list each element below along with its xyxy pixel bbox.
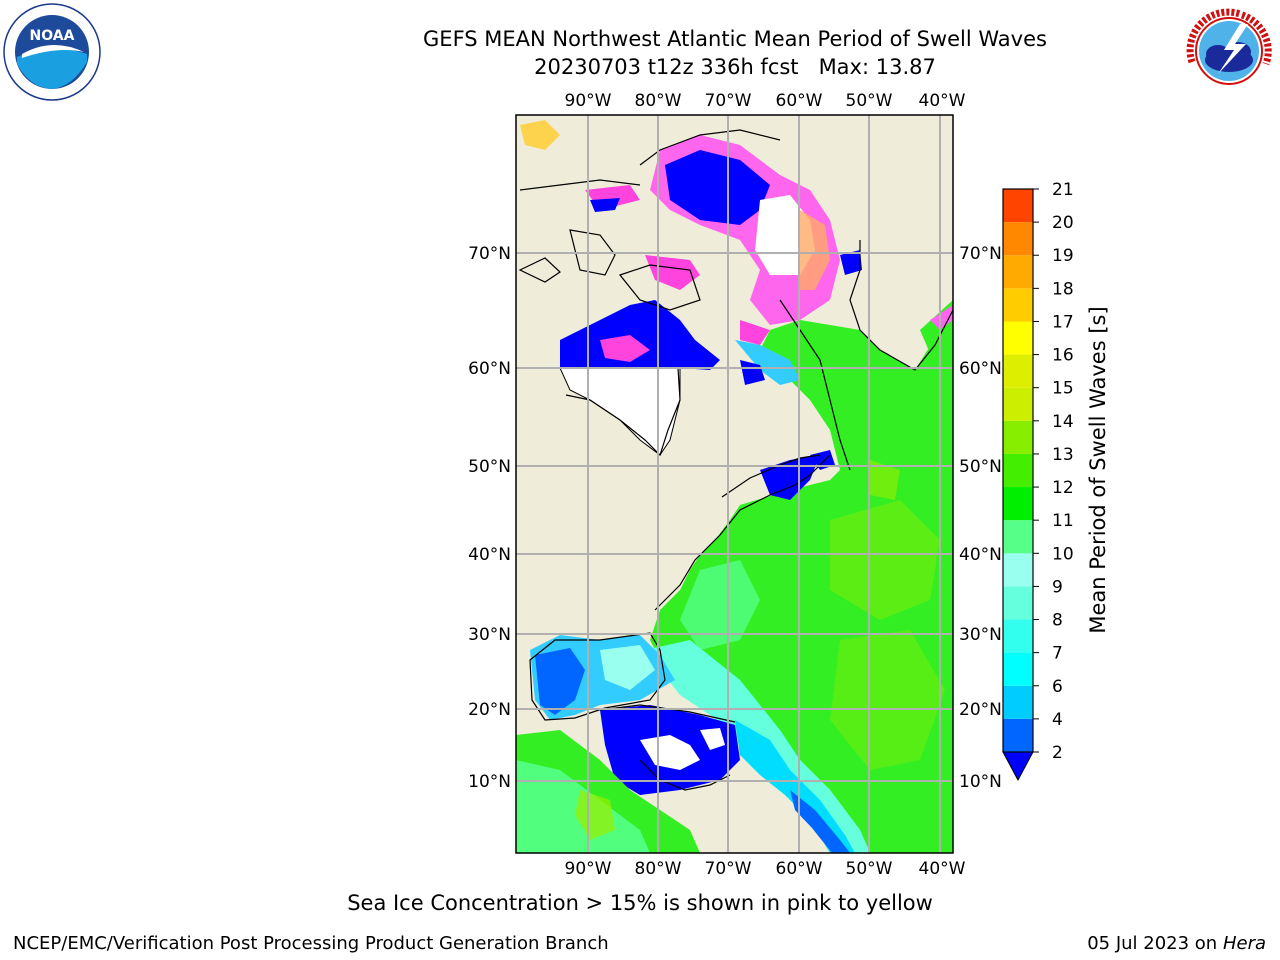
lon-label: 50°W [846, 91, 893, 111]
lat-label: 30°N [959, 625, 1002, 645]
map-frame [515, 114, 954, 854]
colorbar-segment [1003, 288, 1033, 322]
colorbar-tick-label: 18 [1052, 279, 1074, 299]
lat-label: 10°N [468, 772, 511, 792]
colorbar-tick-label: 9 [1052, 577, 1063, 597]
colorbar-tick-label: 6 [1052, 677, 1063, 697]
sea-ice-note-text: Sea Ice Concentration > 15% is shown in … [347, 891, 933, 915]
lat-label: 40°N [959, 545, 1002, 565]
lat-label: 70°N [959, 244, 1002, 264]
colorbar-tick-label: 15 [1052, 379, 1074, 399]
chart-title: GEFS MEAN Northwest Atlantic Mean Period… [423, 27, 1047, 51]
lat-label: 10°N [959, 772, 1002, 792]
colorbar-tick-label: 10 [1052, 544, 1074, 564]
colorbar-segment [1003, 387, 1033, 421]
swell-period-field [516, 120, 953, 853]
lon-label: 50°W [846, 859, 893, 879]
colorbar-segment [1003, 321, 1033, 355]
colorbar-tick-label: 12 [1052, 478, 1074, 498]
colorbar-segment [1003, 420, 1033, 454]
noaa-logo-text: NOAA [30, 28, 75, 44]
lat-label: 20°N [468, 700, 511, 720]
noaa-logo: NOAA [3, 3, 101, 101]
lat-labels-right: 70°N 60°N 50°N 40°N 30°N 20°N 10°N [959, 244, 1002, 792]
colorbar-tick-label: 19 [1052, 246, 1074, 266]
colorbar-tick-label: 7 [1052, 644, 1063, 664]
colorbar-segment [1003, 354, 1033, 388]
lon-labels-top: 90°W 80°W 70°W 60°W 50°W 40°W [565, 91, 966, 111]
lat-label: 60°N [468, 359, 511, 379]
lon-label: 80°W [635, 91, 682, 111]
lon-label: 60°W [776, 859, 823, 879]
colorbar-tick-label: 4 [1052, 710, 1063, 730]
nws-logo [1183, 5, 1275, 97]
colorbar-tick-label: 14 [1052, 412, 1074, 432]
colorbar-tick-label: 11 [1052, 511, 1074, 531]
lat-label: 60°N [959, 359, 1002, 379]
lat-label: 30°N [468, 625, 511, 645]
colorbar-under-extension [1002, 751, 1034, 782]
lat-label: 50°N [468, 457, 511, 477]
lat-label: 40°N [468, 545, 511, 565]
lon-label: 40°W [919, 91, 966, 111]
colorbar: 2 4 6 7 8 9 10 11 12 13 14 15 16 17 18 19 20 21 [1002, 180, 1074, 782]
lon-label: 90°W [565, 859, 612, 879]
colorbar-segment [1003, 189, 1033, 223]
colorbar-tick-label: 21 [1052, 180, 1074, 200]
lon-label: 40°W [919, 859, 966, 879]
lon-label: 90°W [565, 91, 612, 111]
footer-credit: NCEP/EMC/Verification Post Processing Pr… [13, 933, 609, 954]
chart-subtitle: 20230703 t12z 336h fcst Max: 13.87 [534, 55, 936, 79]
lon-label: 60°W [776, 91, 823, 111]
colorbar-segment [1003, 453, 1033, 488]
colorbar-segment [1003, 685, 1033, 719]
colorbar-segment [1003, 718, 1033, 752]
colorbar-tick-label: 2 [1052, 743, 1063, 763]
colorbar-segment [1003, 553, 1033, 587]
lat-labels-left: 70°N 60°N 50°N 40°N 30°N 20°N 10°N [468, 244, 511, 792]
colorbar-tick-label: 17 [1052, 312, 1074, 332]
colorbar-segment [1003, 222, 1033, 256]
hudson-bay [560, 300, 720, 370]
lat-label: 70°N [468, 244, 511, 264]
colorbar-segment [1003, 619, 1033, 653]
colorbar-segment [1003, 520, 1033, 554]
lat-label: 50°N [959, 457, 1002, 477]
colorbar-segment [1003, 586, 1033, 620]
footer-date: 05 Jul 2023 on Hera [1087, 933, 1266, 954]
colorbar-segment [1003, 652, 1033, 686]
colorbar-segment [1003, 487, 1033, 521]
lon-label: 70°W [705, 91, 752, 111]
colorbar-tick-label: 16 [1052, 346, 1074, 366]
colorbar-tick-label: 8 [1052, 611, 1063, 631]
lat-label: 20°N [959, 700, 1002, 720]
graticule [516, 115, 953, 853]
footer-host: Hera [1222, 933, 1266, 954]
lon-labels-bottom: 90°W 80°W 70°W 60°W 50°W 40°W [565, 859, 966, 879]
lon-label: 70°W [705, 859, 752, 879]
colorbar-frame [1002, 188, 1034, 753]
colorbar-tick-label: 20 [1052, 213, 1074, 233]
colorbar-label: Mean Period of Swell Waves [s] [1086, 306, 1110, 633]
footer-date-text: 05 Jul 2023 on [1087, 933, 1218, 954]
lon-label: 80°W [635, 859, 682, 879]
sea-ice-note: Sea Ice Concentration > 15% is shown in … [0, 891, 1280, 915]
colorbar-segment [1003, 255, 1033, 289]
colorbar-tick-label: 13 [1052, 445, 1074, 465]
